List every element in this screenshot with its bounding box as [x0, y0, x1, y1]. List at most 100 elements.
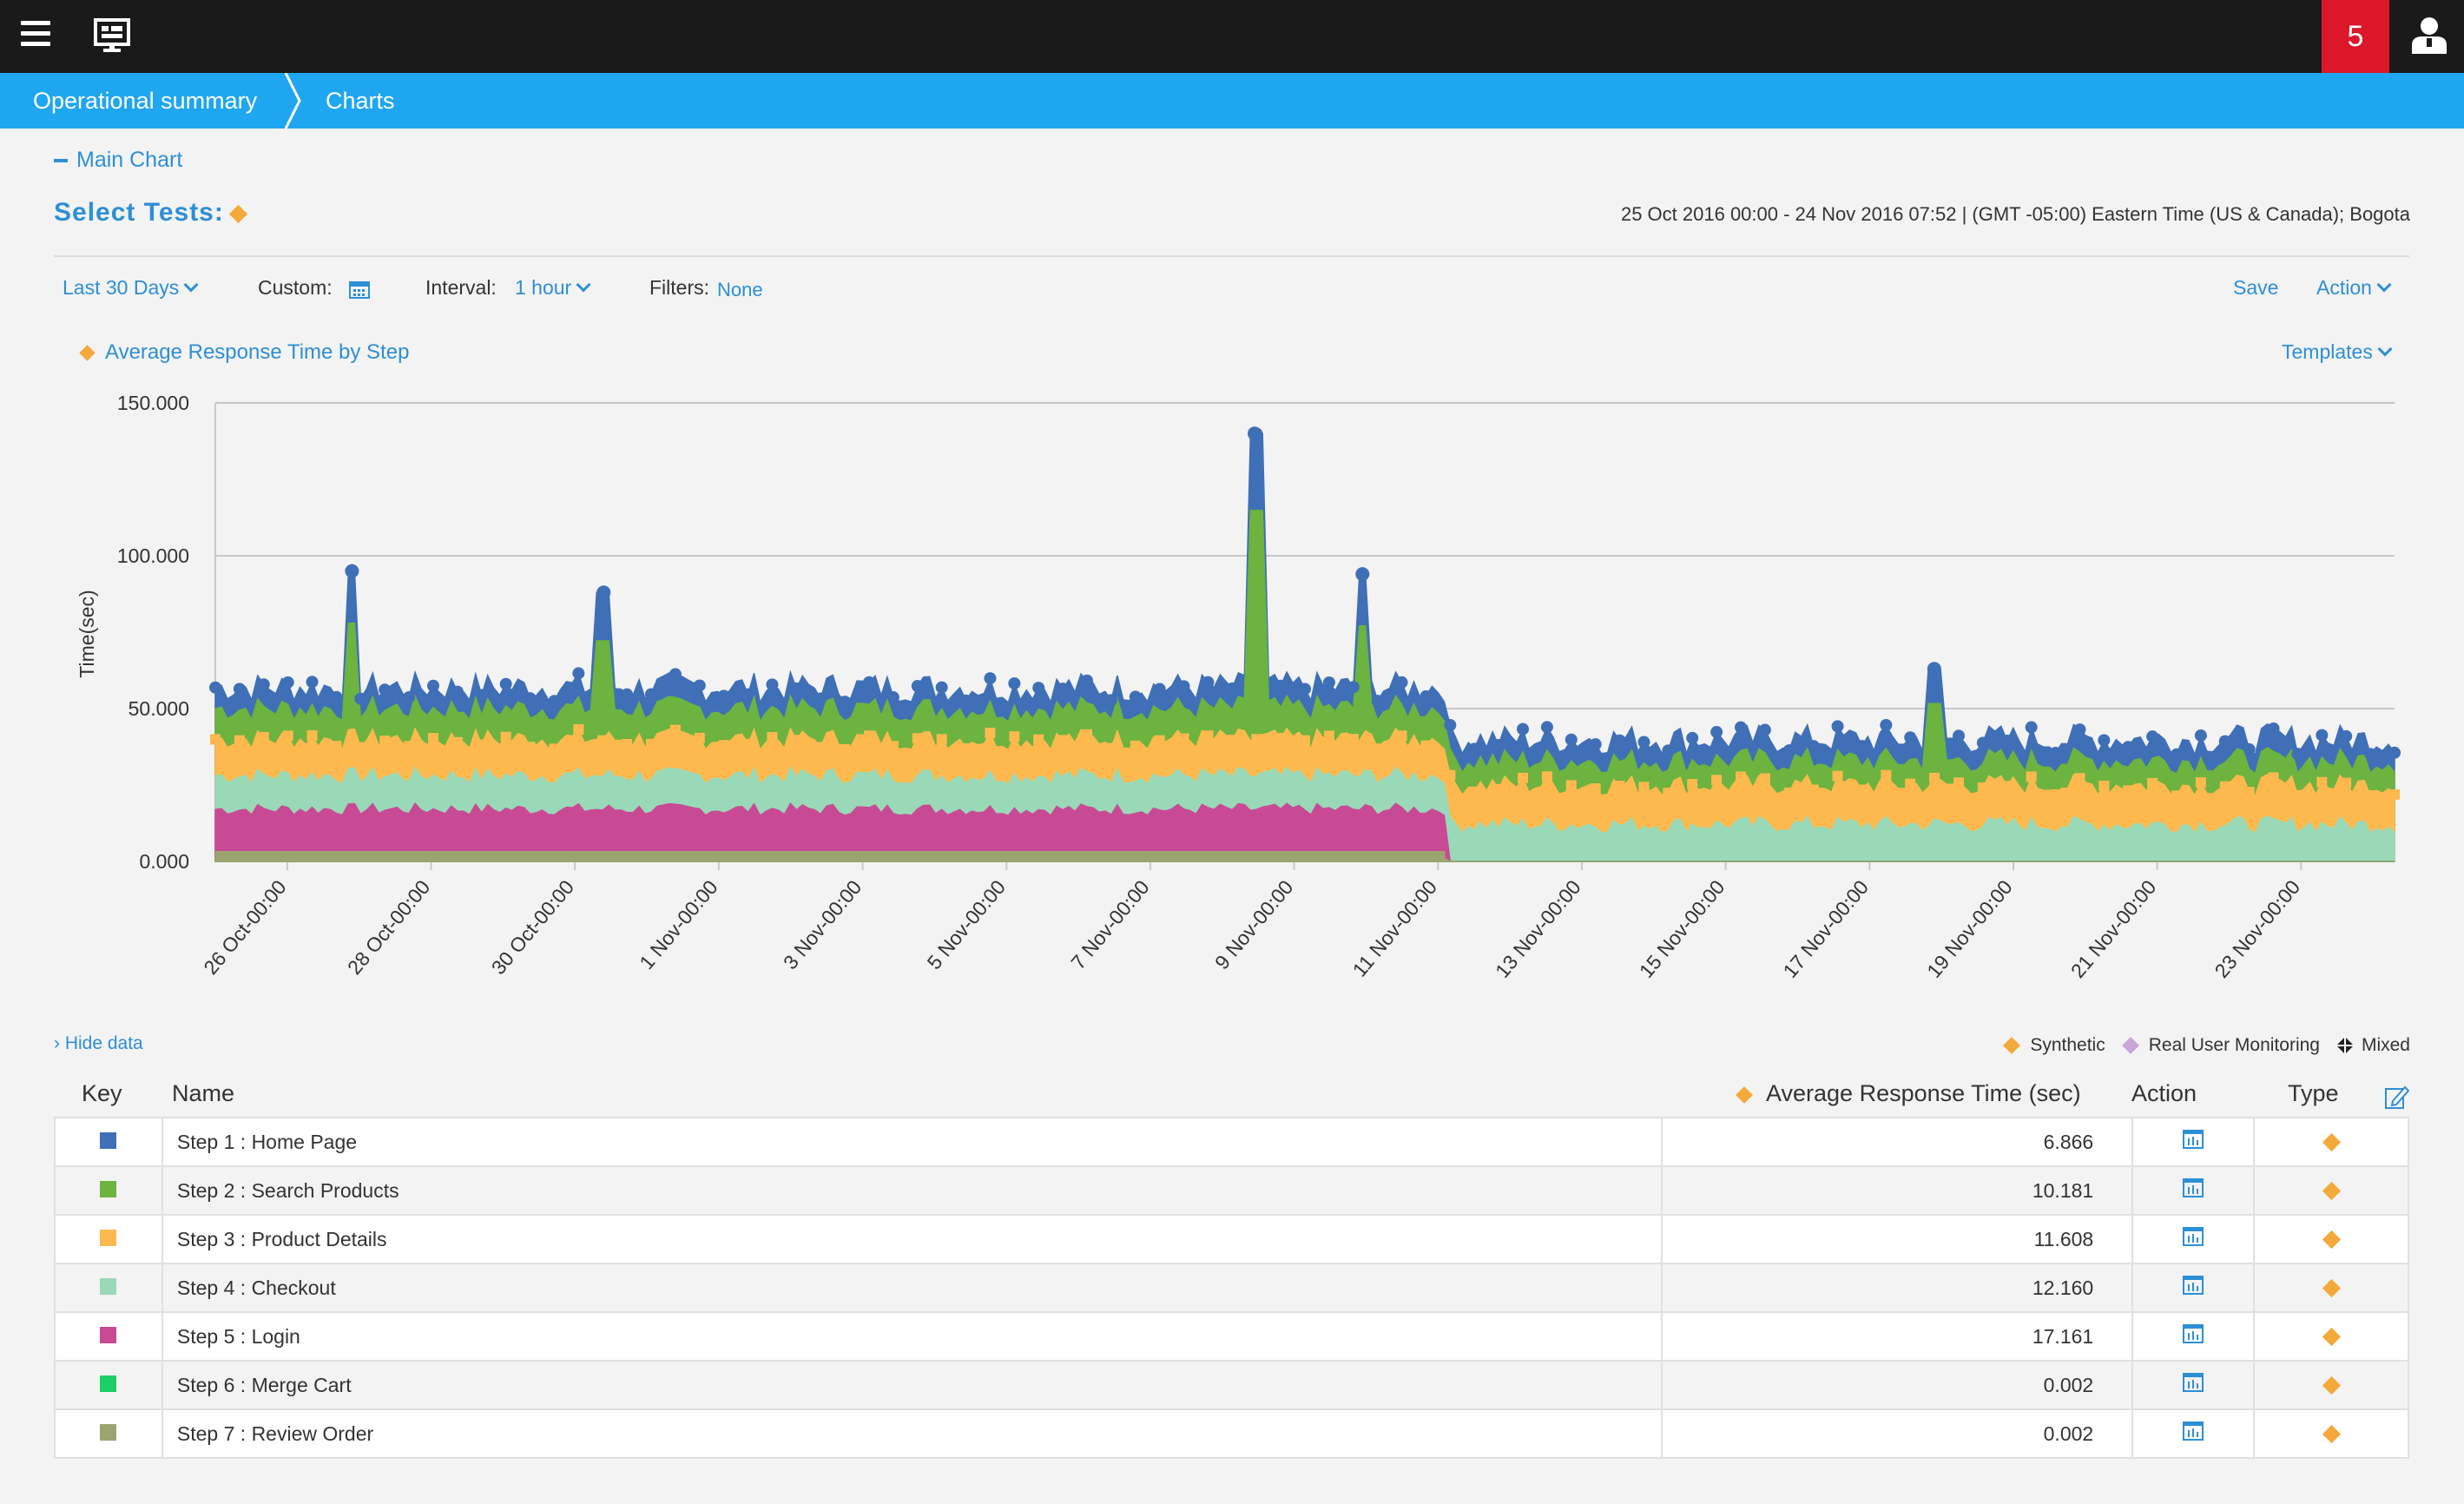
legend-mixed: Mixed — [2361, 1035, 2410, 1055]
x-tick-label: 23 Nov-00:00 — [2210, 876, 2304, 982]
hide-data-toggle[interactable]: › Hide data — [54, 1033, 143, 1053]
series-point — [1637, 736, 1650, 749]
interval-label: Interval: — [425, 276, 497, 299]
chart-detail-icon[interactable] — [2183, 1227, 2204, 1246]
breadcrumb: Operational summary Charts — [0, 73, 2464, 129]
series-point — [1807, 740, 1820, 753]
synthetic-diamond-icon — [2322, 1181, 2341, 1200]
step-name: Step 5 : Login — [161, 1311, 1663, 1362]
series-point — [2001, 781, 2013, 792]
notification-badge[interactable]: 5 — [2322, 0, 2389, 73]
series-point — [1783, 788, 1795, 799]
step-name: Step 2 : Search Products — [161, 1165, 1663, 1216]
series-point — [2098, 780, 2110, 791]
avg-response-value: 11.608 — [1660, 1214, 2134, 1264]
series-point — [767, 732, 778, 743]
series-point — [2218, 735, 2231, 748]
chart-detail-icon[interactable] — [2183, 1276, 2204, 1295]
series-point — [1856, 784, 1868, 795]
legend-synthetic: Synthetic — [2030, 1035, 2105, 1055]
chart-detail-icon[interactable] — [2183, 1178, 2204, 1197]
chart-markers — [209, 426, 2401, 801]
action-cell — [2131, 1408, 2256, 1459]
series-point — [2243, 742, 2256, 755]
save-button[interactable]: Save — [2233, 276, 2279, 299]
series-point — [1033, 734, 1044, 745]
series-point — [1977, 782, 1988, 794]
series-point — [2219, 781, 2230, 792]
chart-legend-title[interactable]: Average Response Time by Step — [79, 340, 409, 365]
series-point — [499, 677, 512, 690]
breadcrumb-charts[interactable]: Charts — [326, 88, 395, 114]
action-dropdown[interactable]: Action — [2316, 276, 2392, 300]
synthetic-diamond-icon — [2322, 1424, 2341, 1443]
breadcrumb-operational-summary[interactable]: Operational summary — [33, 88, 258, 114]
series-point — [886, 691, 899, 704]
chart-detail-icon[interactable] — [2183, 1324, 2204, 1343]
series-point — [2292, 789, 2303, 801]
series-point — [1758, 723, 1771, 736]
breadcrumb-separator-icon — [284, 73, 301, 129]
series-point — [306, 729, 318, 741]
chevron-down-icon — [2377, 341, 2393, 357]
series-point — [646, 738, 656, 749]
step-name: Step 6 : Merge Cart — [161, 1360, 1663, 1410]
filters-label: Filters: — [649, 276, 709, 299]
series-point — [622, 739, 633, 750]
action-cell — [2131, 1360, 2256, 1410]
header-name: Name — [172, 1080, 235, 1106]
series-point — [1541, 771, 1552, 782]
series-point — [1782, 744, 1795, 757]
main-chart-toggle[interactable]: Main Chart — [54, 148, 182, 173]
step-name: Step 7 : Review Order — [161, 1408, 1663, 1459]
series-point — [815, 742, 827, 753]
series-point — [790, 682, 803, 695]
top-bar: 5 — [0, 0, 2464, 73]
series-point — [621, 688, 634, 701]
hamburger-menu-icon[interactable] — [21, 21, 50, 50]
user-account-icon[interactable] — [2410, 16, 2448, 56]
type-cell — [2253, 1408, 2409, 1459]
series-point — [1275, 733, 1287, 744]
x-tick-label: 28 Oct-00:00 — [343, 876, 434, 980]
x-tick-label: 7 Nov-00:00 — [1066, 876, 1153, 974]
series-point — [1904, 731, 1917, 744]
series-point — [863, 676, 875, 689]
chart-detail-icon[interactable] — [2183, 1130, 2204, 1149]
table-row: Step 3 : Product Details 11.608 — [54, 1214, 2409, 1264]
date-range-display: 25 Oct 2016 00:00 - 24 Nov 2016 07:52 | … — [1620, 203, 2410, 225]
series-area — [215, 851, 1446, 861]
key-cell — [54, 1214, 163, 1264]
action-cell — [2131, 1165, 2256, 1216]
header-avg-response[interactable]: Average Response Time (sec) — [1736, 1080, 2081, 1107]
interval-dropdown[interactable]: 1 hour — [515, 276, 591, 300]
edit-columns-icon[interactable] — [2384, 1084, 2410, 1110]
series-point — [1565, 780, 1577, 791]
series-point — [1735, 721, 1747, 734]
step-table: Step 1 : Home Page 6.866 Step 2 : Search P… — [54, 1117, 2409, 1459]
chart-detail-icon[interactable] — [2183, 1422, 2204, 1441]
series-point — [1275, 679, 1288, 692]
series-point — [1032, 682, 1045, 695]
series-point — [2364, 748, 2377, 761]
series-point — [1662, 744, 1675, 757]
calendar-icon[interactable] — [349, 280, 370, 299]
series-point — [669, 724, 681, 736]
range-dropdown[interactable]: Last 30 Days — [63, 276, 199, 300]
mixed-diamond-icon — [2336, 1037, 2354, 1054]
key-cell — [54, 1360, 163, 1410]
select-tests[interactable]: Select Tests: — [54, 198, 248, 228]
series-point — [814, 692, 827, 705]
x-axis-labels: 26 Oct-00:00 28 Oct-00:00 30 Oct-00:00 1 No… — [199, 876, 2304, 982]
series-point — [1444, 719, 1457, 732]
series-point — [573, 723, 584, 735]
action-cell — [2131, 1214, 2256, 1264]
avg-response-value: 0.002 — [1660, 1408, 2134, 1459]
filters-value[interactable]: None — [717, 279, 763, 300]
chart-detail-icon[interactable] — [2183, 1373, 2204, 1392]
series-point — [1493, 783, 1505, 795]
series-point — [2122, 741, 2135, 754]
series-point — [1129, 690, 1142, 703]
templates-dropdown[interactable]: Templates — [2282, 340, 2393, 364]
monitor-dashboard-icon[interactable] — [94, 17, 130, 54]
